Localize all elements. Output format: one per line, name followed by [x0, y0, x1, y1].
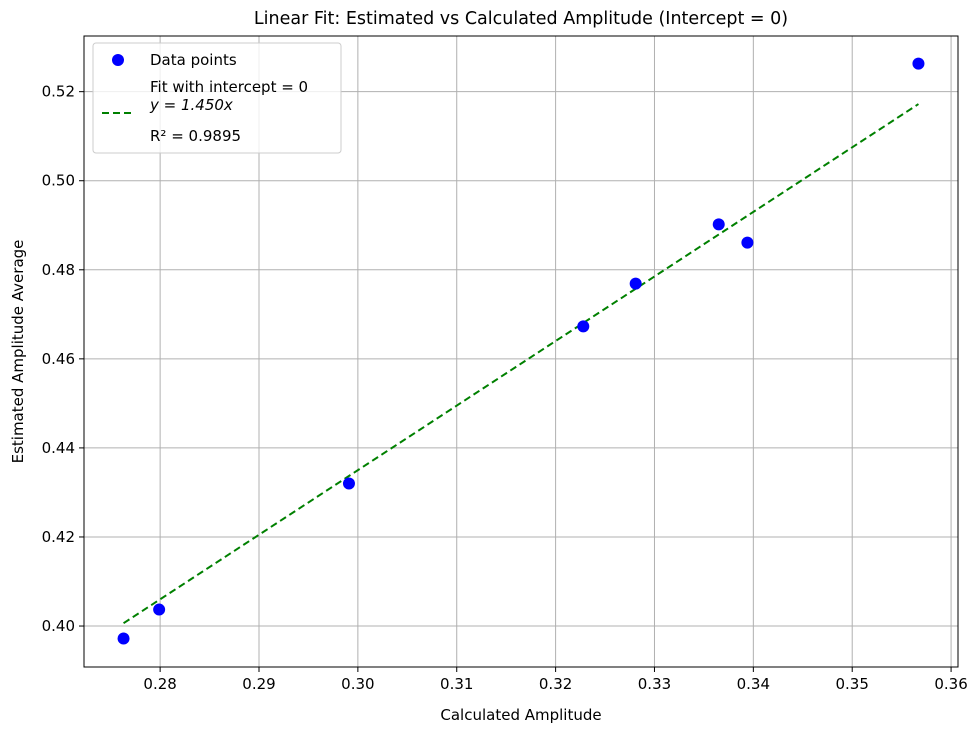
x-tick-label: 0.36	[934, 675, 967, 693]
data-point	[577, 320, 590, 333]
legend-label-r-squared: R² = 0.9895	[150, 127, 241, 145]
legend-label-fit-equation: y = 1.450x	[149, 96, 233, 114]
y-tick-label: 0.48	[42, 261, 75, 279]
data-point	[117, 632, 130, 645]
data-point	[912, 57, 925, 70]
x-ticks: 0.28 0.29 0.30 0.31 0.32 0.33 0.34 0.35 0.36	[143, 667, 968, 693]
grid	[84, 36, 958, 667]
x-tick-label: 0.33	[638, 675, 671, 693]
y-tick-label: 0.46	[42, 350, 75, 368]
legend: Data points Fit with intercept = 0 y = 1…	[92, 42, 342, 154]
legend-label-fit: Fit with intercept = 0	[150, 78, 308, 96]
x-tick-label: 0.34	[737, 675, 770, 693]
y-axis-label: Estimated Amplitude Average	[9, 240, 27, 464]
y-tick-label: 0.40	[42, 617, 75, 635]
data-point	[712, 218, 725, 231]
legend-marker-data-points	[112, 54, 124, 66]
y-tick-label: 0.52	[42, 83, 75, 101]
y-ticks: 0.40 0.42 0.44 0.46 0.48 0.50 0.52	[42, 83, 84, 635]
x-tick-label: 0.30	[341, 675, 374, 693]
y-tick-label: 0.42	[42, 528, 75, 546]
x-tick-label: 0.35	[836, 675, 869, 693]
y-tick-label: 0.50	[42, 172, 75, 190]
x-tick-label: 0.32	[539, 675, 572, 693]
data-point	[629, 277, 642, 290]
legend-box	[92, 42, 342, 154]
x-tick-label: 0.28	[143, 675, 176, 693]
data-point	[741, 236, 754, 249]
y-tick-label: 0.44	[42, 439, 75, 457]
data-points	[117, 57, 925, 645]
axes-frame	[83, 35, 959, 668]
x-axis-label: Calculated Amplitude	[440, 706, 601, 724]
x-tick-label: 0.31	[440, 675, 473, 693]
fit-line	[123, 103, 919, 625]
x-tick-label: 0.29	[242, 675, 275, 693]
data-point	[342, 477, 355, 490]
legend-label-data-points: Data points	[150, 51, 237, 69]
chart-title: Linear Fit: Estimated vs Calculated Ampl…	[254, 9, 788, 29]
data-point	[153, 603, 166, 616]
fit-line-layer	[123, 103, 919, 625]
